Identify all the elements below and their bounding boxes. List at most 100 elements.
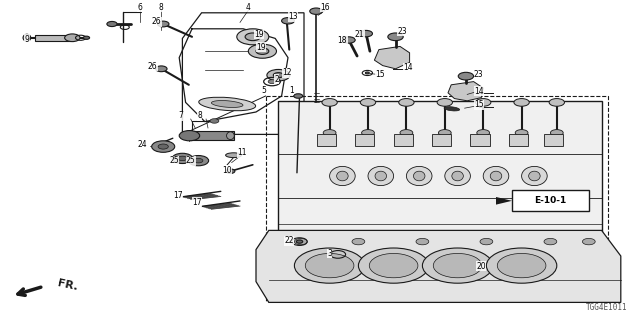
Polygon shape <box>374 46 410 69</box>
Text: 23: 23 <box>397 27 407 36</box>
Circle shape <box>273 73 284 78</box>
Ellipse shape <box>199 97 255 111</box>
Text: 13: 13 <box>288 12 298 21</box>
Text: TGG4E1011: TGG4E1011 <box>586 303 627 312</box>
Bar <box>509 134 528 146</box>
Circle shape <box>310 8 323 14</box>
Text: 12: 12 <box>282 68 291 77</box>
Text: 18: 18 <box>338 36 347 44</box>
Text: 9: 9 <box>24 35 29 44</box>
Text: 19: 19 <box>256 43 266 52</box>
Text: 19: 19 <box>254 30 264 39</box>
Circle shape <box>210 119 219 123</box>
Circle shape <box>400 130 413 136</box>
Ellipse shape <box>226 153 242 158</box>
Circle shape <box>188 156 209 166</box>
Circle shape <box>158 144 168 149</box>
Ellipse shape <box>368 166 394 186</box>
Circle shape <box>83 36 90 39</box>
Circle shape <box>480 238 493 245</box>
Circle shape <box>437 99 452 106</box>
Ellipse shape <box>413 171 425 181</box>
Circle shape <box>477 130 490 136</box>
Text: 22: 22 <box>285 236 294 245</box>
Circle shape <box>549 99 564 106</box>
Circle shape <box>416 238 429 245</box>
Bar <box>470 134 490 146</box>
Text: 20: 20 <box>476 262 486 271</box>
Text: 16: 16 <box>320 3 330 12</box>
Text: 8: 8 <box>197 111 202 120</box>
Text: 17: 17 <box>173 191 183 200</box>
Text: 25: 25 <box>169 156 179 165</box>
Text: 6: 6 <box>137 3 142 12</box>
Circle shape <box>422 248 493 283</box>
Text: 7: 7 <box>178 111 183 120</box>
Text: 14: 14 <box>403 63 413 72</box>
Circle shape <box>268 80 276 84</box>
Text: 26: 26 <box>147 62 157 71</box>
Circle shape <box>360 99 376 106</box>
Ellipse shape <box>337 171 348 181</box>
Circle shape <box>358 248 429 283</box>
Circle shape <box>156 66 167 72</box>
Circle shape <box>322 99 337 106</box>
Polygon shape <box>448 82 483 101</box>
Circle shape <box>365 72 369 74</box>
Text: 17: 17 <box>192 198 202 207</box>
Bar <box>317 134 336 146</box>
Ellipse shape <box>490 171 502 181</box>
Text: 1: 1 <box>289 86 294 95</box>
Bar <box>394 134 413 146</box>
Bar <box>432 134 451 146</box>
Circle shape <box>226 169 235 173</box>
Ellipse shape <box>23 34 31 41</box>
Bar <box>512 190 589 211</box>
Ellipse shape <box>529 171 540 181</box>
Ellipse shape <box>444 107 460 111</box>
Polygon shape <box>256 230 621 302</box>
Text: 3: 3 <box>327 249 332 258</box>
Ellipse shape <box>211 100 243 108</box>
Bar <box>35 35 70 41</box>
Text: 15: 15 <box>375 70 385 79</box>
Circle shape <box>497 253 546 278</box>
Circle shape <box>157 21 169 27</box>
Text: 11: 11 <box>237 148 246 157</box>
Ellipse shape <box>483 166 509 186</box>
Circle shape <box>550 130 563 136</box>
Circle shape <box>514 99 529 106</box>
Circle shape <box>399 99 414 106</box>
Circle shape <box>172 153 193 164</box>
Bar <box>544 134 563 146</box>
Text: 5: 5 <box>261 86 266 95</box>
Circle shape <box>65 34 80 42</box>
Circle shape <box>194 158 203 163</box>
Bar <box>355 134 374 146</box>
Text: 14: 14 <box>474 87 484 96</box>
Circle shape <box>256 48 269 54</box>
Circle shape <box>352 238 365 245</box>
Ellipse shape <box>445 166 470 186</box>
Text: 21: 21 <box>355 30 364 39</box>
Ellipse shape <box>375 171 387 181</box>
Text: 15: 15 <box>474 100 484 109</box>
Circle shape <box>476 99 491 106</box>
Circle shape <box>438 130 451 136</box>
Circle shape <box>152 141 175 152</box>
Polygon shape <box>496 197 512 205</box>
Ellipse shape <box>406 166 432 186</box>
Text: 23: 23 <box>474 70 484 79</box>
Circle shape <box>433 253 482 278</box>
Circle shape <box>362 130 374 136</box>
Text: 8: 8 <box>159 3 164 12</box>
Circle shape <box>267 69 290 81</box>
Ellipse shape <box>330 166 355 186</box>
Circle shape <box>369 253 418 278</box>
Text: 2: 2 <box>274 75 279 84</box>
Circle shape <box>323 130 336 136</box>
Circle shape <box>282 18 294 24</box>
Text: 4: 4 <box>246 3 251 12</box>
Polygon shape <box>278 101 602 280</box>
Ellipse shape <box>227 132 234 140</box>
